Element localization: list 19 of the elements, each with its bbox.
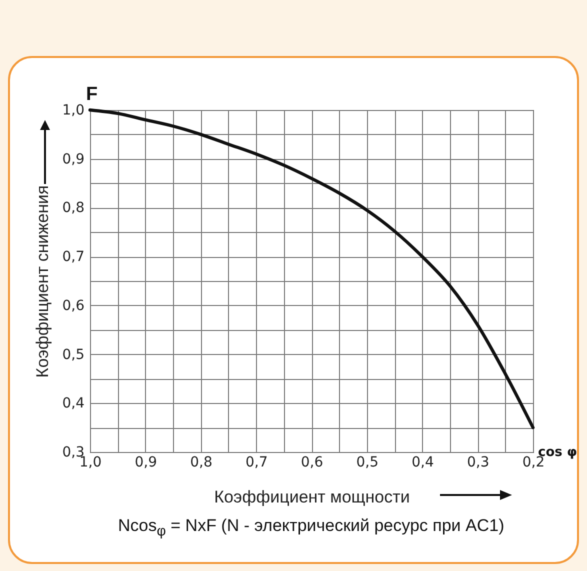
y-axis-title: Коэффициент снижения	[33, 185, 52, 378]
x-tick-label: 0,7	[245, 454, 268, 470]
x-tick-label: 0,8	[190, 454, 212, 470]
y-tick-label: 1,0	[62, 102, 84, 118]
y-tick-label: 0,9	[62, 151, 84, 168]
x-tick-label: 0,4	[412, 454, 434, 470]
y-tick-label: 0,5	[62, 346, 84, 363]
text: F	[86, 84, 98, 106]
x-tick-label: 0,5	[356, 454, 379, 470]
y-tick-label: 0,8	[62, 200, 84, 216]
y-tick-label: 0,6	[62, 298, 85, 314]
y-tick-label: 0,3	[62, 444, 84, 460]
x-axis-title: Коэффициент мощности	[214, 488, 410, 506]
x-tick-label: 0,3	[466, 454, 490, 470]
y-tick-label: 0,4	[62, 396, 85, 412]
x-tick-label: 0,9	[134, 454, 158, 470]
text: Ncos$_{φ}$ = NxF (N - электрический ресурс при AC1)	[118, 516, 504, 540]
y-tick-label: 0,7	[62, 249, 84, 266]
x-tick-label: 0,6	[300, 454, 324, 470]
